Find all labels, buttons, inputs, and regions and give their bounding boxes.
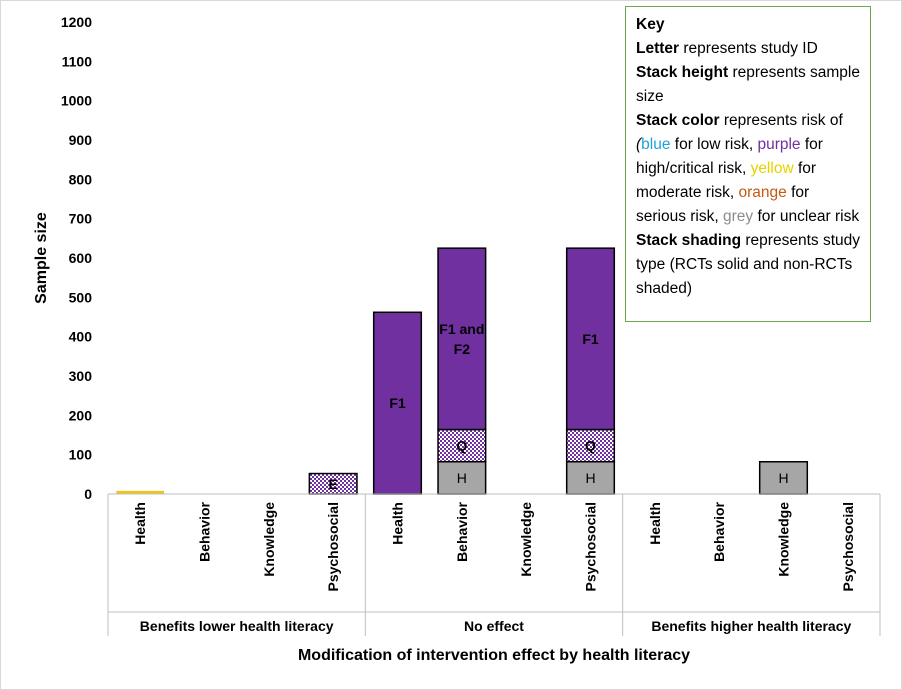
key-blue-word: blue xyxy=(641,136,671,153)
bar-stack xyxy=(437,460,487,495)
x-category-label: Psychosocial xyxy=(583,502,599,592)
key-paren-open: ( xyxy=(636,136,642,153)
key-grey-word: grey xyxy=(723,208,754,225)
bar-stack xyxy=(565,247,616,431)
y-tick-label: 1100 xyxy=(62,53,93,69)
x-category-label: Health xyxy=(647,502,663,545)
x-category-label: Behavior xyxy=(197,501,213,561)
bar-study-label: Q xyxy=(456,438,467,454)
x-category-label: Knowledge xyxy=(261,502,277,577)
x-category-label: Health xyxy=(132,502,148,545)
y-tick-label: 0 xyxy=(84,486,92,502)
key-title: Key xyxy=(636,16,665,33)
key-height-text: represents sample size xyxy=(636,64,860,105)
y-tick-label: 1200 xyxy=(61,14,92,30)
x-category-label: Psychosocial xyxy=(840,502,856,592)
y-tick-label: 600 xyxy=(69,250,93,266)
x-group-label: No effect xyxy=(464,618,524,634)
bar-study-label: H xyxy=(457,470,467,486)
x-category-label: Behavior xyxy=(454,501,470,561)
y-tick-label: 700 xyxy=(69,211,93,227)
x-category-label: Knowledge xyxy=(518,502,534,577)
x-category-label: Behavior xyxy=(711,501,727,561)
key-orange-word: orange xyxy=(738,184,787,201)
bar-stack xyxy=(116,490,164,494)
x-category-label: Knowledge xyxy=(776,502,792,577)
bar-study-label: F2 xyxy=(454,341,471,357)
key-shading-text: represents study type (RCTs solid and no… xyxy=(636,232,860,297)
key-purple-word: purple xyxy=(757,136,801,153)
bar-study-label: F1 xyxy=(389,395,406,411)
y-tick-label: 1000 xyxy=(61,93,92,109)
key-color-text: represents risk of xyxy=(719,112,843,129)
key-letter-bold: Letter xyxy=(636,40,680,57)
bar-study-label: F1 xyxy=(582,331,599,347)
key-serious-text: for serious risk, xyxy=(636,184,810,225)
bar-study-label: E xyxy=(328,476,337,492)
bar-stack xyxy=(565,428,616,463)
y-axis-label: Sample size xyxy=(33,212,50,304)
key-shading-bold: Stack shading xyxy=(636,232,742,249)
key-unclear-text: for unclear risk xyxy=(753,208,860,225)
bar-study-label: Q xyxy=(585,438,596,454)
key-height-bold: Stack height xyxy=(636,64,729,81)
bar-stack xyxy=(437,247,487,431)
key-color-bold: Stack color xyxy=(636,112,720,129)
key-box: Key Letter represents study ID Stack hei… xyxy=(625,6,871,322)
y-tick-label: 900 xyxy=(69,132,93,148)
key-low-text: for low risk, xyxy=(670,136,758,153)
key-yellow-word: yellow xyxy=(750,160,794,177)
x-category-label: Psychosocial xyxy=(325,502,341,592)
y-tick-label: 500 xyxy=(69,289,93,305)
y-tick-label: 400 xyxy=(69,329,93,345)
bar-study-label: H xyxy=(778,470,788,486)
x-axis-label: Modification of intervention effect by h… xyxy=(298,647,690,664)
x-group-label: Benefits lower health literacy xyxy=(140,618,334,634)
y-tick-label: 800 xyxy=(69,171,93,187)
bar-study-label: H xyxy=(585,470,595,486)
x-category-label: Health xyxy=(390,502,406,545)
x-axis: Health Behavior Knowledge Psychosocial Healt… xyxy=(107,493,881,636)
y-axis: 0 100 200 300 400 500 600 700 800 900 1000 1100 1200 xyxy=(61,14,92,502)
y-tick-label: 200 xyxy=(69,407,93,423)
key-letter-text: represents study ID xyxy=(679,40,818,57)
bar-study-label: F1 and xyxy=(439,321,484,337)
x-group-label: Benefits higher health literacy xyxy=(651,618,851,634)
key-high-text: for high/critical risk, xyxy=(636,136,823,177)
bar-stack xyxy=(758,460,809,495)
bar-stack xyxy=(437,428,487,463)
bar-stack xyxy=(372,311,423,495)
key-moderate-text: for moderate risk, xyxy=(636,160,817,201)
y-tick-label: 300 xyxy=(69,368,93,384)
y-tick-label: 100 xyxy=(69,447,93,463)
